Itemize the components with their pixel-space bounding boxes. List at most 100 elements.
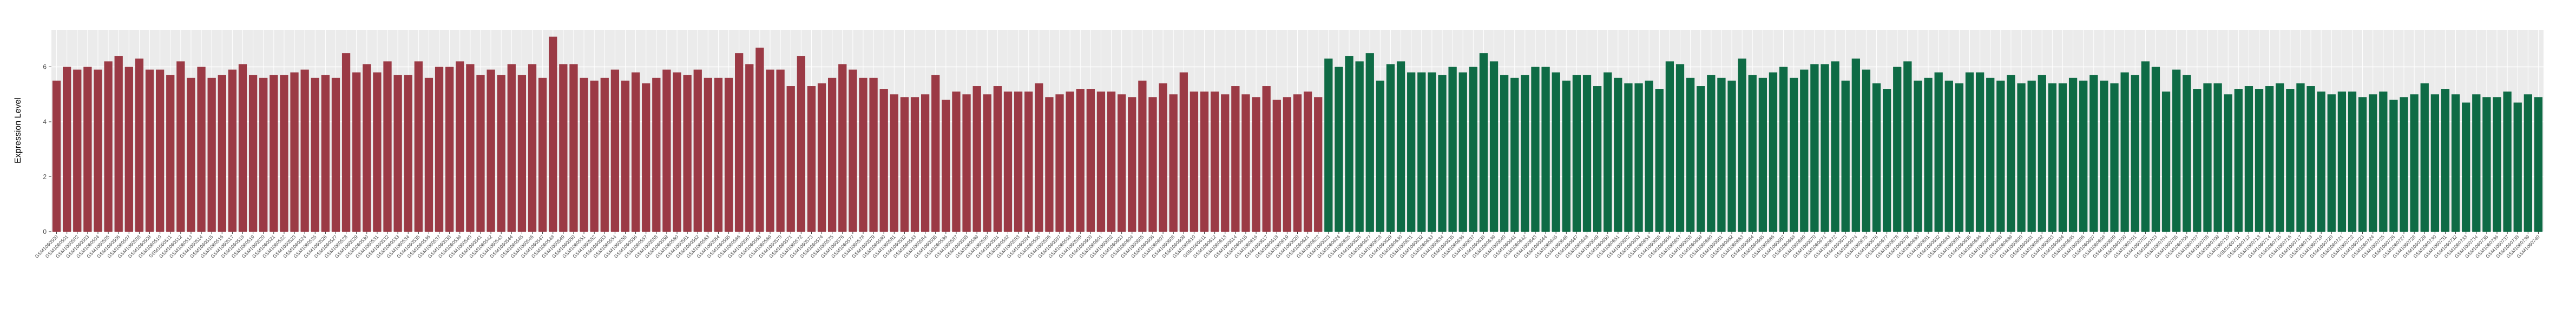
bar [776,69,785,232]
bar [1055,94,1064,232]
bar [1800,69,1809,232]
bar [197,67,206,232]
bar [1003,91,1013,232]
bar [187,77,195,232]
bar [270,75,278,232]
bar [1758,77,1767,232]
bar [1851,58,1860,232]
bar [1717,77,1726,232]
bar [1159,83,1167,232]
bar [373,72,382,232]
bar [300,69,309,232]
y-axis-label: Expression Level [14,97,23,163]
bar [1076,89,1085,232]
bar [1665,61,1674,232]
bar [2327,94,2336,232]
bar [218,75,226,232]
bar [1944,80,1953,232]
y-tick-label: 0 [43,228,47,236]
bar [1355,61,1364,232]
bar [1303,91,1312,232]
y-tick-label: 2 [43,173,47,181]
bar [942,100,950,232]
bar [124,67,133,232]
bar [321,75,330,232]
bar [1883,89,1891,232]
bar [2120,72,2129,232]
bar [2089,75,2098,232]
bar [2337,91,2347,232]
bar [879,89,888,232]
bar [1014,91,1023,232]
bar [755,47,764,232]
bar [2244,86,2253,232]
bar [1872,83,1881,232]
bar [2265,86,2274,232]
bar [435,67,444,232]
bar [2048,83,2057,232]
bar [1582,75,1592,232]
bar [2276,83,2284,232]
bar [610,69,620,232]
bar [2296,83,2305,232]
bar [341,53,351,232]
bar [538,77,547,232]
bar [1955,83,1964,232]
bar [1262,86,1271,232]
bar [1790,77,1798,232]
bar [2068,77,2078,232]
bar [2007,75,2015,232]
bar [1179,72,1188,232]
bar [228,69,237,232]
bar [2131,75,2139,232]
bar [1283,97,1292,232]
bar [487,69,495,232]
bar [1272,100,1281,232]
bar [673,72,681,232]
bar [642,83,650,232]
bar [1417,72,1426,232]
bar [1934,72,1943,232]
bar [1148,97,1157,232]
bar [1862,69,1871,232]
bar [2110,83,2119,232]
bar [549,36,557,232]
bar [2317,91,2325,232]
bar [1748,75,1757,232]
bar [2079,80,2088,232]
bar [94,69,102,232]
bar [1479,53,1488,232]
bar [1365,53,1374,232]
bar [1831,61,1839,232]
bar [1396,61,1405,232]
bar [1510,77,1519,232]
bar [1810,64,1819,232]
bar [2369,94,2377,232]
bar [1335,67,1343,232]
bar [2534,97,2543,232]
bar [1024,91,1033,232]
bar [890,94,898,232]
bar [2161,91,2171,232]
bar [1655,89,1664,232]
bar [693,69,702,232]
bar [2420,83,2429,232]
bar [1314,97,1323,232]
bar [507,64,516,232]
bar [1428,72,1436,232]
bar [849,69,857,232]
bar [114,56,123,232]
bar [352,72,361,232]
bar [952,91,961,232]
y-tick-label: 4 [43,118,47,126]
bar [2203,83,2212,232]
bar [797,56,805,232]
bar [2017,83,2026,232]
bar [714,77,723,232]
bar [931,75,940,232]
bar [2306,86,2315,232]
bar [1903,61,1912,232]
bar [248,75,258,232]
bar [1893,67,1902,232]
bar [786,86,795,232]
